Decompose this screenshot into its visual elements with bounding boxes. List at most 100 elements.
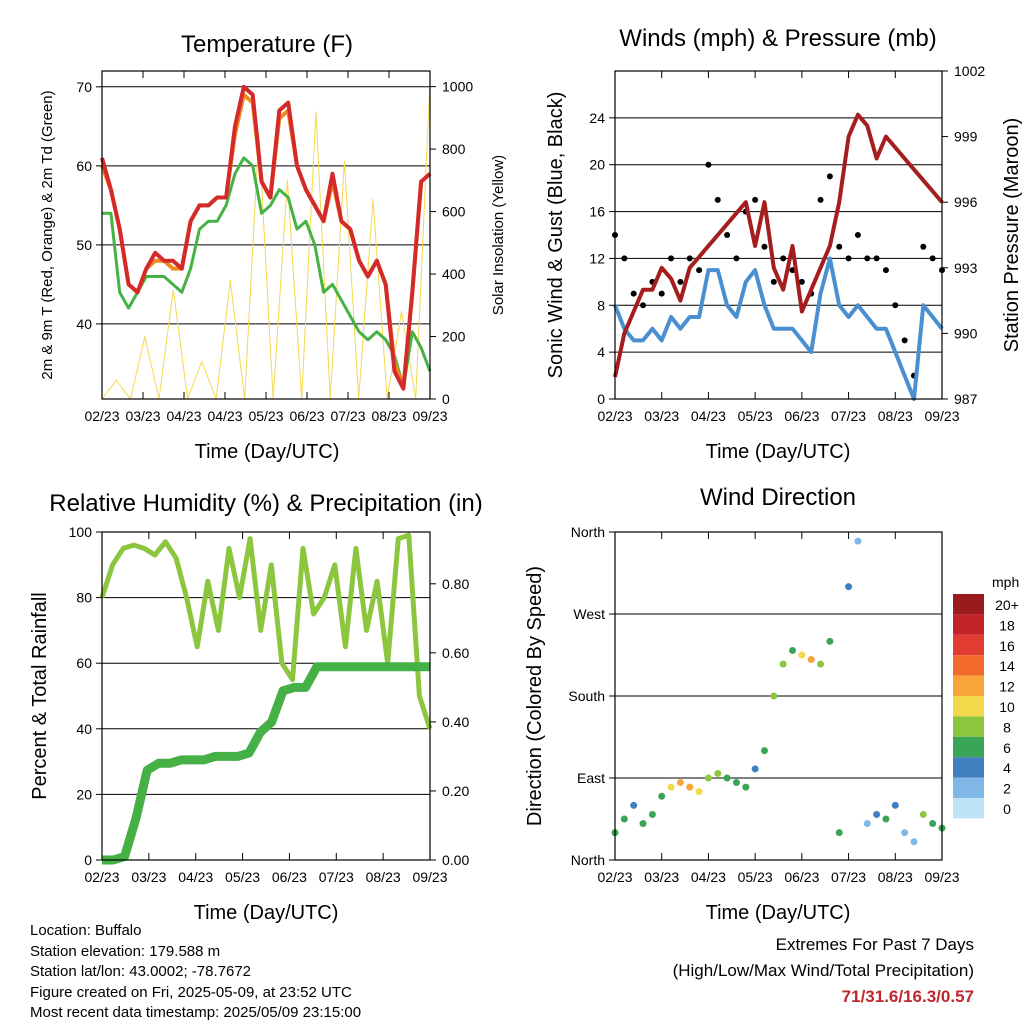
direction-point bbox=[891, 801, 899, 809]
y-tick-label: South bbox=[568, 688, 605, 704]
direction-point bbox=[929, 820, 937, 828]
humidity-ylabel: Percent & Total Rainfall bbox=[29, 592, 51, 800]
extremes-subtitle: (High/Low/Max Wind/Total Precipitation) bbox=[672, 961, 974, 980]
y-tick-label: 24 bbox=[589, 110, 605, 126]
gust-point bbox=[696, 267, 703, 274]
gust-point bbox=[621, 255, 628, 262]
precip-line bbox=[102, 662, 430, 865]
direction-point bbox=[817, 660, 825, 668]
x-tick-label: 05/23 bbox=[225, 869, 260, 885]
y2-tick-label: 200 bbox=[442, 329, 466, 345]
legend-swatch bbox=[953, 757, 984, 778]
gust-point bbox=[677, 278, 684, 285]
legend-swatch bbox=[953, 736, 984, 758]
solar-insolation-line bbox=[101, 80, 431, 400]
legend-label: 20+ bbox=[995, 597, 1019, 613]
legend-label: 10 bbox=[999, 699, 1015, 715]
legend-swatch bbox=[953, 655, 984, 676]
direction-point bbox=[863, 820, 871, 828]
x-tick-label: 04/23 bbox=[178, 869, 213, 885]
y2-tick-label: 993 bbox=[954, 260, 978, 276]
speed-legend: mph 20+ 18 16 14 12 10 8 6 4 2 0 bbox=[953, 574, 1019, 819]
extremes-title: Extremes For Past 7 Days bbox=[775, 935, 974, 954]
winds-panel: Winds (mph) & Pressure (mb) 02/23 03/23 04… bbox=[545, 25, 1023, 463]
legend-swatch bbox=[953, 594, 984, 615]
gust-point bbox=[882, 267, 889, 274]
recent-timestamp-text: Most recent data timestamp: 2025/05/09 2… bbox=[30, 1004, 362, 1021]
humidity-plot-frame bbox=[101, 531, 431, 861]
y-tick-label: 0 bbox=[597, 391, 605, 407]
x-tick-label: 04/23 bbox=[691, 408, 726, 424]
y-tick-label: 60 bbox=[76, 655, 92, 671]
y-tick-label: 12 bbox=[589, 250, 605, 266]
x-tick-label: 08/23 bbox=[878, 408, 913, 424]
gust-point bbox=[640, 302, 647, 309]
x-tick-label: 08/23 bbox=[371, 408, 406, 424]
x-tick-label: 07/23 bbox=[319, 869, 354, 885]
x-tick-label: 02/23 bbox=[84, 408, 119, 424]
y-tick-label: 40 bbox=[76, 316, 92, 332]
legend-swatch bbox=[953, 675, 984, 696]
gust-point bbox=[864, 255, 871, 262]
legend-label: 2 bbox=[1003, 781, 1011, 797]
humidity-line bbox=[99, 532, 433, 730]
y2-tick-label: 1000 bbox=[442, 79, 473, 95]
humidity-panel: Relative Humidity (%) & Precipitation (i… bbox=[29, 490, 483, 924]
x-tick-label: 09/23 bbox=[412, 408, 447, 424]
temp-9m-line bbox=[100, 92, 432, 390]
direction-point bbox=[751, 765, 759, 773]
x-tick-label: 05/23 bbox=[738, 869, 773, 885]
direction-point bbox=[630, 801, 638, 809]
x-tick-label: 07/23 bbox=[831, 408, 866, 424]
y-tick-label: North bbox=[571, 852, 605, 868]
temperature-panel: Temperature (F) 02/23 03/23 04/23 04/23 05/2… bbox=[39, 31, 507, 463]
y2-tick-label: 0.00 bbox=[442, 852, 469, 868]
x-tick-label: 08/23 bbox=[878, 869, 913, 885]
gust-point bbox=[929, 255, 936, 262]
winds-ylabel: Sonic Wind & Gust (Blue, Black) bbox=[545, 92, 567, 379]
gust-point bbox=[668, 255, 675, 262]
gust-point bbox=[845, 255, 852, 262]
direction-point bbox=[835, 829, 843, 837]
direction-point bbox=[919, 810, 927, 818]
legend-label: 12 bbox=[999, 679, 1015, 695]
gust-point bbox=[761, 243, 768, 250]
legend-label: 18 bbox=[999, 617, 1015, 633]
direction-point bbox=[826, 637, 834, 645]
legend-swatch bbox=[953, 716, 984, 737]
temperature-ylabel: 2m & 9m T (Red, Orange) & 2m Td (Green) bbox=[39, 90, 56, 379]
direction-point bbox=[704, 774, 712, 782]
y2-tick-label: 800 bbox=[442, 141, 466, 157]
x-tick-label: 05/23 bbox=[738, 408, 773, 424]
direction-point bbox=[901, 829, 909, 837]
winds-title: Winds (mph) & Pressure (mb) bbox=[619, 25, 936, 52]
winds-plot-frame bbox=[614, 70, 943, 400]
direction-xlabel: Time (Day/UTC) bbox=[706, 902, 851, 924]
legend-label: 0 bbox=[1003, 801, 1011, 817]
gust-point bbox=[733, 255, 740, 262]
y-tick-label: 50 bbox=[76, 237, 92, 253]
x-tick-label: 03/23 bbox=[125, 408, 160, 424]
x-tick-label: 03/23 bbox=[644, 408, 679, 424]
x-tick-label: 02/23 bbox=[597, 408, 632, 424]
direction-point bbox=[770, 692, 778, 700]
x-tick-label: 07/23 bbox=[831, 869, 866, 885]
direction-point bbox=[676, 779, 684, 787]
gust-point bbox=[817, 196, 824, 203]
sonic-wind-line bbox=[613, 256, 944, 401]
elevation-text: Station elevation: 179.588 m bbox=[30, 942, 221, 960]
y2-tick-label: 999 bbox=[954, 129, 978, 145]
y2-tick-label: 1002 bbox=[954, 63, 985, 79]
y-tick-label: 40 bbox=[76, 721, 92, 737]
legend-label: 6 bbox=[1003, 740, 1011, 756]
direction-ylabel: Direction (Colored By Speed) bbox=[524, 566, 546, 826]
legend-label: 8 bbox=[1003, 719, 1011, 735]
y-tick-label: 16 bbox=[589, 204, 605, 220]
y2-tick-label: 996 bbox=[954, 194, 978, 210]
legend-swatch bbox=[953, 798, 984, 819]
gust-point bbox=[854, 232, 861, 238]
pressure-line bbox=[613, 112, 944, 378]
temperature-xlabel: Time (Day/UTC) bbox=[195, 441, 340, 463]
created-text: Figure created on Fri, 2025-05-09, at 23… bbox=[30, 983, 352, 1001]
